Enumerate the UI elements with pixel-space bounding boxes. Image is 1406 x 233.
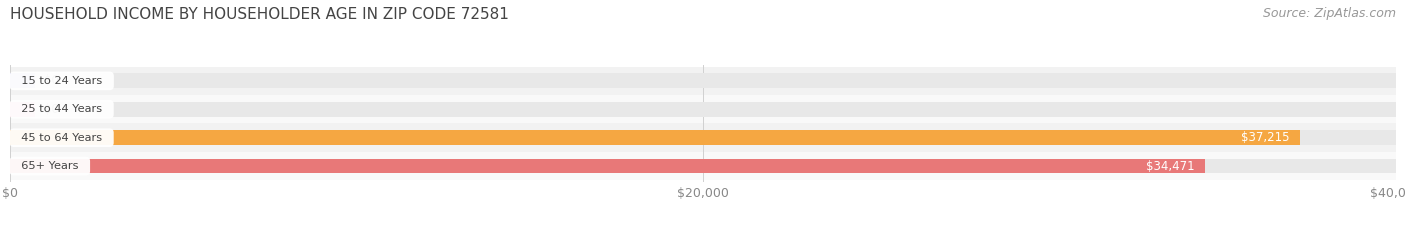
Text: $0: $0 [45, 103, 59, 116]
Bar [10, 95, 1396, 123]
Bar [10, 159, 1205, 174]
Text: 45 to 64 Years: 45 to 64 Years [14, 133, 110, 143]
Bar [10, 73, 1396, 88]
Text: Source: ZipAtlas.com: Source: ZipAtlas.com [1263, 7, 1396, 20]
Bar [10, 130, 1299, 145]
Text: HOUSEHOLD INCOME BY HOUSEHOLDER AGE IN ZIP CODE 72581: HOUSEHOLD INCOME BY HOUSEHOLDER AGE IN Z… [10, 7, 509, 22]
Bar [10, 123, 1396, 152]
Bar [10, 130, 1396, 145]
Text: 65+ Years: 65+ Years [14, 161, 86, 171]
Bar [10, 73, 35, 88]
Bar [10, 102, 35, 117]
Text: $0: $0 [45, 74, 59, 87]
Text: $37,215: $37,215 [1241, 131, 1289, 144]
Bar [10, 152, 1396, 180]
Bar [10, 67, 1396, 95]
Bar [10, 159, 1396, 174]
Text: $34,471: $34,471 [1146, 160, 1195, 173]
Bar [10, 102, 1396, 117]
Text: 25 to 44 Years: 25 to 44 Years [14, 104, 110, 114]
Text: 15 to 24 Years: 15 to 24 Years [14, 76, 110, 86]
